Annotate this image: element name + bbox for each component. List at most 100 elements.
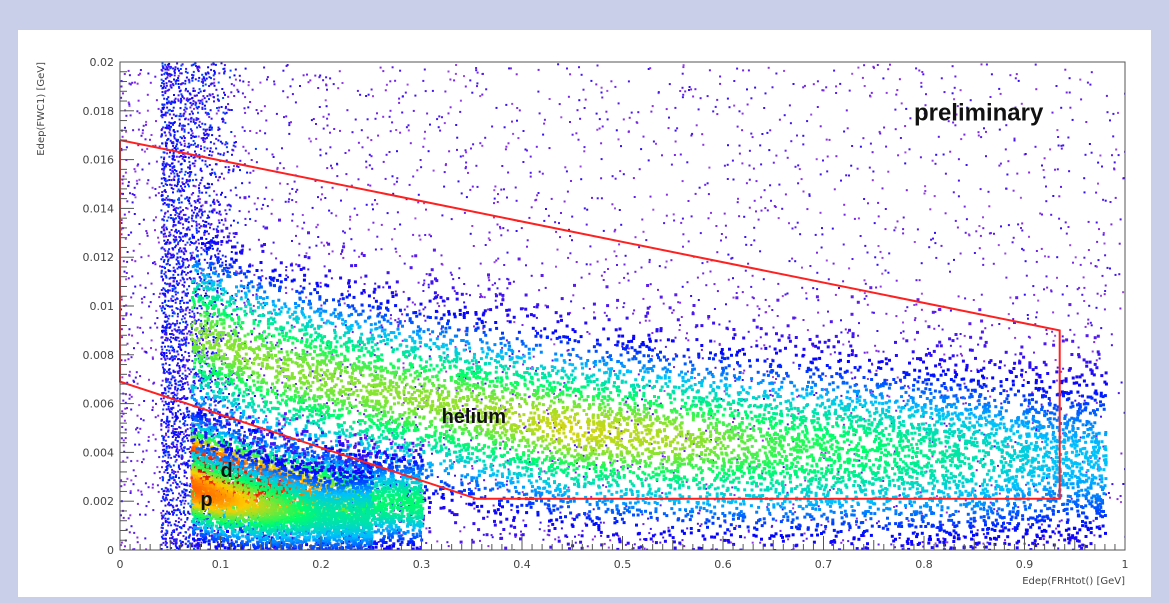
heatmap-cell xyxy=(682,93,685,96)
heatmap-cell xyxy=(704,183,707,186)
heatmap-cell xyxy=(843,213,846,216)
heatmap-cell xyxy=(908,394,911,397)
heatmap-cell xyxy=(185,482,188,485)
heatmap-cell xyxy=(182,358,185,361)
heatmap-cell xyxy=(648,261,651,264)
heatmap-cell xyxy=(407,124,410,127)
heatmap-cell xyxy=(177,346,180,348)
heatmap-cell xyxy=(367,183,370,186)
heatmap-cell xyxy=(673,154,676,156)
heatmap-cell xyxy=(964,397,966,400)
heatmap-cell xyxy=(506,277,509,280)
heatmap-cell xyxy=(637,373,640,376)
heatmap-cell xyxy=(320,241,323,244)
heatmap-cell xyxy=(122,92,124,95)
heatmap-cell xyxy=(341,82,344,84)
heatmap-cell xyxy=(224,333,227,336)
heatmap-cell xyxy=(224,398,227,401)
heatmap-cell xyxy=(160,419,163,422)
heatmap-cell xyxy=(1058,195,1061,198)
heatmap-cell xyxy=(255,208,258,211)
heatmap-cell xyxy=(215,270,218,273)
heatmap-cell xyxy=(167,435,170,438)
heatmap-cell xyxy=(165,494,168,497)
heatmap-cell xyxy=(179,218,182,221)
heatmap-cell xyxy=(155,402,157,405)
heatmap-cell xyxy=(672,213,675,216)
heatmap-cell xyxy=(134,443,137,446)
heatmap-cell xyxy=(197,288,200,290)
heatmap-cell xyxy=(853,217,856,220)
heatmap-cell xyxy=(787,538,790,541)
heatmap-cell xyxy=(360,374,363,376)
heatmap-cell xyxy=(825,86,828,89)
heatmap-cell xyxy=(600,197,603,200)
heatmap-cell xyxy=(128,333,131,336)
heatmap-cell xyxy=(165,352,168,354)
heatmap-cell xyxy=(876,64,879,66)
heatmap-cell xyxy=(198,76,201,79)
heatmap-cell xyxy=(560,426,563,429)
heatmap-cell xyxy=(716,113,719,116)
heatmap-cell xyxy=(208,315,211,318)
heatmap-cell xyxy=(401,111,404,114)
heatmap-cell xyxy=(1026,314,1029,316)
heatmap-cell xyxy=(708,69,711,72)
heatmap-cell xyxy=(261,397,264,400)
heatmap-cell xyxy=(877,215,880,218)
heatmap-cell xyxy=(257,238,260,241)
heatmap-cell xyxy=(827,464,830,467)
heatmap-cell xyxy=(242,145,245,148)
heatmap-cell xyxy=(840,541,843,544)
heatmap-cell xyxy=(448,150,451,153)
heatmap-cell xyxy=(877,350,880,353)
heatmap-cell xyxy=(177,547,180,550)
heatmap-cell xyxy=(179,101,182,104)
heatmap-cell xyxy=(701,262,704,265)
heatmap-cell xyxy=(211,351,214,354)
heatmap-cell xyxy=(970,370,973,372)
heatmap-cell xyxy=(616,460,619,462)
heatmap-cell xyxy=(171,315,174,318)
heatmap-cell xyxy=(521,324,524,326)
heatmap-cell xyxy=(458,267,461,270)
heatmap-cell xyxy=(201,73,204,76)
heatmap-cell xyxy=(165,235,168,238)
heatmap-cell xyxy=(210,126,213,129)
heatmap-cell xyxy=(873,222,876,225)
heatmap-cell xyxy=(586,331,589,333)
heatmap-cell xyxy=(243,301,246,304)
heatmap-cell xyxy=(847,540,850,543)
heatmap-cell xyxy=(343,302,346,305)
heatmap-cell xyxy=(195,214,198,217)
heatmap-cell xyxy=(503,126,506,129)
heatmap-cell xyxy=(734,379,737,382)
heatmap-cell xyxy=(165,197,168,199)
heatmap-cell xyxy=(733,376,736,379)
heatmap-cell xyxy=(165,487,168,490)
heatmap-cell xyxy=(183,395,186,398)
heatmap-cell xyxy=(1045,185,1047,188)
heatmap-cell xyxy=(546,409,549,412)
heatmap-cell xyxy=(390,314,392,317)
heatmap-cell xyxy=(472,363,475,366)
heatmap-cell xyxy=(667,358,670,361)
heatmap-cell xyxy=(567,486,570,489)
heatmap-cell xyxy=(183,154,186,157)
heatmap-cell xyxy=(149,301,152,304)
heatmap-cell xyxy=(459,99,462,102)
heatmap-cell xyxy=(172,284,175,287)
heatmap-cell xyxy=(1118,242,1121,245)
heatmap-cell xyxy=(186,71,189,74)
heatmap-cell xyxy=(158,470,161,473)
heatmap-cell xyxy=(127,358,130,361)
heatmap-cell xyxy=(191,342,194,345)
heatmap-cell xyxy=(193,62,196,65)
heatmap-cell xyxy=(1014,353,1017,356)
heatmap-cell xyxy=(161,91,164,93)
heatmap-cell xyxy=(286,183,289,185)
heatmap-cell xyxy=(773,381,776,384)
heatmap-cell xyxy=(679,90,682,92)
heatmap-cell xyxy=(199,126,202,128)
heatmap-cell xyxy=(1096,240,1099,243)
